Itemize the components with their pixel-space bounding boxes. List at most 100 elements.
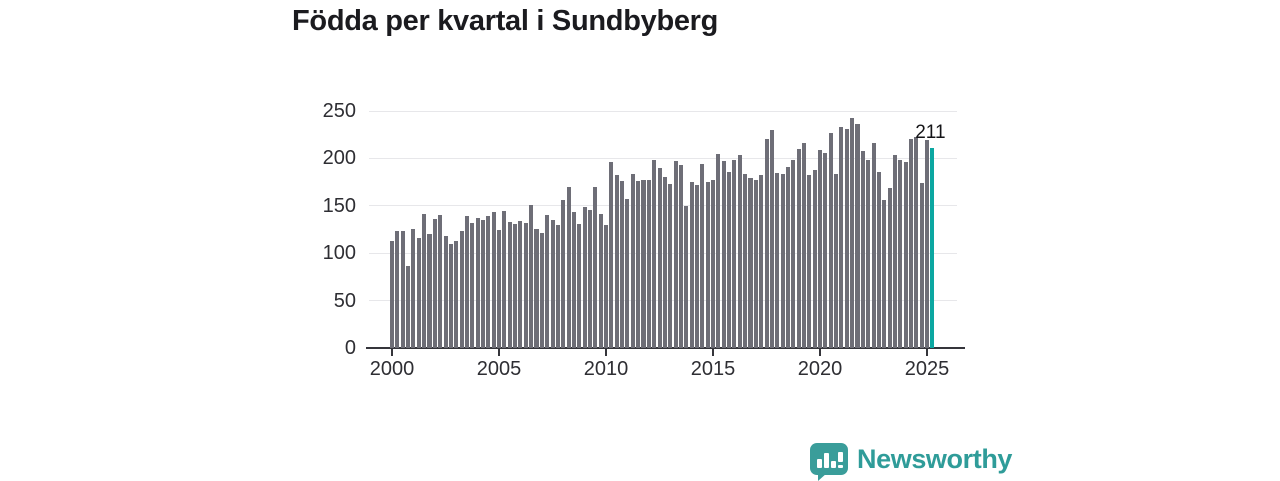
bar	[641, 180, 646, 348]
bar	[614, 174, 619, 348]
bar	[502, 210, 507, 348]
bar	[539, 233, 544, 348]
bar	[801, 143, 807, 348]
bar	[416, 238, 421, 348]
bar	[598, 214, 603, 348]
bar	[390, 240, 395, 348]
y-axis-label-50: 50	[333, 289, 356, 312]
bar	[587, 209, 593, 348]
bar	[812, 169, 817, 348]
bar	[727, 171, 732, 348]
chart-title: Födda per kvartal i Sundbyberg	[292, 5, 719, 37]
bar	[625, 199, 630, 348]
x-axis-label-2020: 2020	[797, 358, 843, 380]
bar	[684, 205, 689, 348]
bar	[518, 220, 523, 348]
bar	[636, 181, 641, 348]
logo-wordmark: Newsworthy	[857, 444, 1013, 474]
bar	[395, 231, 400, 348]
x-tick-2015	[712, 349, 714, 356]
bar	[545, 215, 550, 348]
bar	[908, 138, 914, 348]
gridline-250	[369, 110, 957, 112]
bar	[459, 231, 464, 348]
bar	[400, 231, 405, 348]
bar	[486, 216, 491, 348]
bar	[860, 150, 865, 348]
bar	[818, 149, 823, 348]
bar	[646, 180, 651, 348]
newsworthy-logo: Newsworthy	[810, 443, 1070, 481]
bar	[700, 164, 705, 348]
bar	[513, 223, 518, 348]
bar	[443, 236, 448, 348]
bar	[609, 162, 614, 348]
bar	[555, 224, 560, 348]
x-axis-label-2000: 2000	[369, 358, 415, 380]
x-tick-2005	[498, 349, 500, 356]
bar	[561, 200, 566, 348]
bar	[753, 180, 758, 348]
bar	[866, 160, 871, 348]
bar	[630, 173, 635, 348]
bar	[422, 214, 427, 348]
y-axis-label-150: 150	[322, 194, 356, 217]
bar	[604, 224, 609, 348]
y-axis-label-250: 250	[322, 100, 356, 122]
x-axis-label-2025: 2025	[904, 358, 950, 380]
speech-bubble-bar-chart-icon	[810, 443, 848, 475]
bar	[828, 132, 833, 348]
bar	[464, 216, 469, 348]
bar	[882, 200, 887, 348]
logo-bar-small	[817, 459, 822, 468]
bar	[732, 160, 737, 348]
x-axis-label-2010: 2010	[583, 358, 629, 380]
bar	[534, 228, 539, 348]
bar	[652, 160, 657, 348]
bar	[470, 222, 475, 348]
bar	[887, 187, 892, 348]
x-axis-label-2015: 2015	[690, 358, 736, 380]
logo-bar-tall	[824, 453, 829, 468]
logo-exclamation-dot	[838, 464, 843, 468]
bar	[550, 220, 555, 348]
gridline-200	[369, 157, 957, 159]
x-tick-2025	[926, 349, 928, 356]
x-tick-2000	[391, 349, 393, 356]
bar	[759, 174, 764, 348]
bar	[925, 140, 930, 348]
speech-bubble-tail	[818, 473, 827, 481]
bar	[844, 129, 849, 348]
bar	[834, 173, 839, 348]
x-tick-2010	[605, 349, 607, 356]
y-axis-label-100: 100	[322, 242, 356, 265]
y-axis-label-0: 0	[344, 337, 356, 359]
bar	[529, 204, 534, 348]
bar	[411, 228, 416, 348]
bar	[571, 211, 576, 348]
bar	[507, 221, 512, 348]
bar	[427, 234, 432, 348]
bar	[523, 222, 528, 348]
x-axis-label-2005: 2005	[476, 358, 522, 380]
bar	[892, 154, 897, 348]
bar	[438, 215, 443, 348]
logo-bar-medium	[831, 461, 836, 468]
bar	[711, 180, 716, 348]
bar	[903, 162, 908, 348]
bar	[475, 218, 480, 348]
x-tick-2020	[819, 349, 821, 356]
bar	[775, 172, 780, 348]
bar	[796, 148, 801, 348]
bar	[871, 143, 876, 348]
bar	[566, 186, 571, 348]
y-axis-label-200: 200	[322, 147, 356, 170]
bar	[705, 182, 710, 348]
bar	[678, 165, 683, 348]
bar	[577, 223, 582, 348]
bar	[716, 153, 721, 348]
bar	[721, 161, 726, 348]
last-value-callout: 211	[915, 121, 946, 143]
bar	[855, 124, 860, 348]
bar	[914, 136, 919, 348]
